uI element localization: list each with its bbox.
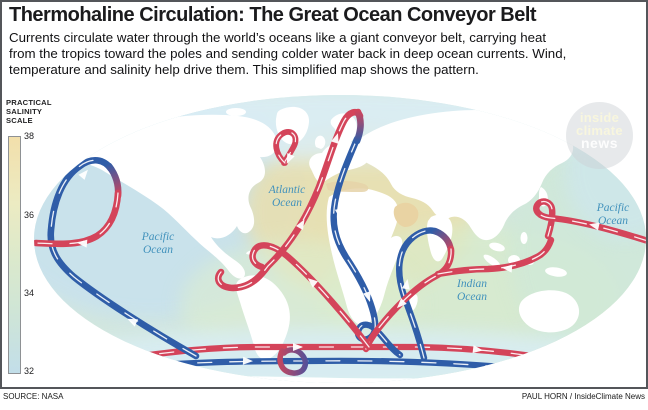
land-new-zealand-north	[603, 327, 611, 339]
logo-line-news: news	[580, 135, 618, 152]
logo-line-climate: climate	[576, 122, 623, 138]
page-subtitle: Currents circulate water through the wor…	[9, 30, 567, 77]
salinity-scale-title: PRACTICAL SALINITY SCALE	[6, 98, 52, 126]
land-arctic-island-1	[179, 116, 211, 126]
salinity-tick-32: 32	[24, 366, 35, 376]
land-arctic-island-2	[226, 108, 246, 116]
salinity-tick-38: 38	[24, 131, 35, 141]
land-australia	[518, 290, 580, 333]
label-pacific-ocean-east: Pacific Ocean	[596, 202, 630, 227]
continents	[34, 106, 646, 383]
land-new-guinea	[545, 267, 567, 277]
land-java	[483, 254, 501, 268]
inside-climate-news-logo: inside climate news	[566, 102, 633, 169]
salinity-tick-34: 34	[24, 288, 35, 298]
label-pacific-ocean-west: Pacific Ocean	[141, 231, 175, 256]
land-sumatra	[489, 242, 505, 252]
label-atlantic-ocean: Atlantic Ocean	[268, 184, 306, 209]
globe	[34, 95, 646, 383]
land-india	[426, 214, 453, 262]
logo-line-inside: inside	[579, 110, 620, 125]
source-credit: SOURCE: NASA	[3, 392, 64, 401]
land-new-zealand-south	[597, 339, 605, 349]
land-south-america	[236, 275, 290, 360]
land-africa	[326, 188, 403, 326]
author-credit: PAUL HORN / InsideClimate News	[521, 392, 645, 401]
label-indian-ocean: Indian Ocean	[456, 278, 488, 303]
land-arctic-island-3	[152, 128, 168, 134]
land-north-america	[62, 114, 278, 279]
land-britain	[314, 135, 326, 149]
land-asia	[353, 110, 574, 241]
salinity-tick-36: 36	[24, 210, 35, 220]
page-title: Thermohaline Circulation: The Great Ocea…	[9, 4, 537, 26]
salinity-gradient-bar	[8, 136, 21, 374]
land-philippines	[520, 232, 528, 244]
